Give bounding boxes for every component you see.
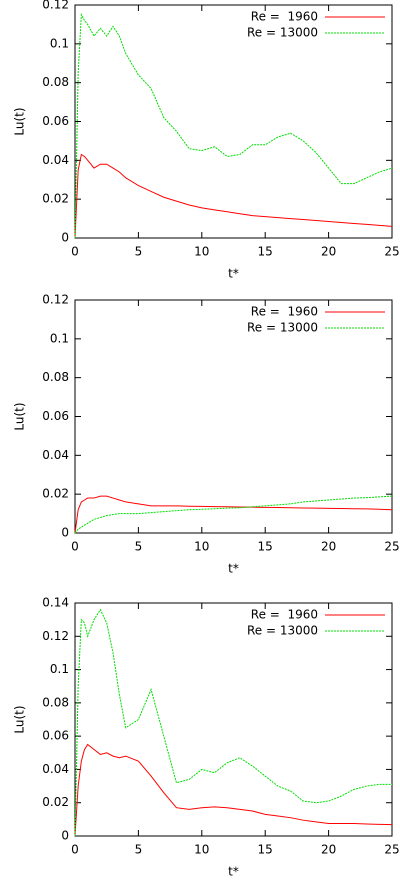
legend-label: Re = 1960 [251, 305, 318, 319]
x-axis-label: t* [228, 562, 239, 576]
y-tick-label: 0.02 [42, 192, 69, 206]
x-tick-label: 10 [194, 540, 209, 554]
y-tick-label: 0 [61, 231, 69, 245]
x-axis-label: t* [228, 865, 239, 879]
y-tick-label: 0.12 [42, 0, 69, 12]
y-tick-label: 0.02 [42, 487, 69, 501]
x-tick-label: 5 [135, 843, 143, 857]
y-axis-label: Lu(t) [13, 402, 27, 430]
x-tick-label: 0 [71, 540, 79, 554]
x-tick-label: 25 [384, 843, 399, 857]
x-tick-label: 0 [71, 843, 79, 857]
x-tick-label: 5 [135, 245, 143, 259]
legend-label: Re = 13000 [247, 624, 318, 638]
series-line [74, 153, 393, 239]
x-tick-label: 15 [258, 245, 273, 259]
y-axis-label: Lu(t) [13, 705, 27, 733]
y-tick-label: 0.04 [42, 153, 69, 167]
x-tick-label: 25 [384, 540, 399, 554]
x-tick-label: 10 [194, 843, 209, 857]
x-tick-label: 0 [71, 245, 79, 259]
y-tick-label: 0.06 [42, 114, 69, 128]
y-tick-label: 0.04 [42, 448, 69, 462]
y-tick-label: 0.06 [42, 729, 69, 743]
series-line [74, 495, 393, 534]
series-line [74, 495, 393, 534]
x-tick-label: 20 [321, 245, 336, 259]
x-tick-label: 25 [384, 245, 399, 259]
x-axis-label: t* [228, 267, 239, 281]
plot-frame [74, 299, 393, 534]
y-tick-label: 0.04 [42, 762, 69, 776]
plot-frame [74, 4, 393, 239]
legend-label: Re = 1960 [251, 608, 318, 622]
x-tick-label: 10 [194, 245, 209, 259]
y-tick-label: 0.14 [42, 596, 69, 610]
y-tick-label: 0.06 [42, 409, 69, 423]
plot-frame [74, 602, 393, 837]
y-tick-label: 0.02 [42, 795, 69, 809]
legend-label: Re = 13000 [247, 321, 318, 335]
y-tick-label: 0 [61, 526, 69, 540]
x-tick-label: 15 [258, 843, 273, 857]
y-tick-label: 0 [61, 829, 69, 843]
y-tick-label: 0.1 [50, 331, 69, 345]
x-tick-label: 5 [135, 540, 143, 554]
x-tick-label: 20 [321, 540, 336, 554]
y-tick-label: 0.1 [50, 36, 69, 50]
y-tick-label: 0.08 [42, 75, 69, 89]
x-tick-label: 15 [258, 540, 273, 554]
series-line [74, 12, 393, 239]
x-tick-label: 20 [321, 843, 336, 857]
legend-label: Re = 1960 [251, 10, 318, 24]
legend-label: Re = 13000 [247, 26, 318, 40]
series-line [74, 743, 393, 837]
y-tick-label: 0.08 [42, 370, 69, 384]
y-tick-label: 0.12 [42, 629, 69, 643]
y-tick-label: 0.08 [42, 695, 69, 709]
series-line [74, 608, 392, 837]
y-axis-label: Lu(t) [13, 107, 27, 135]
y-tick-label: 0.12 [42, 293, 69, 307]
y-tick-label: 0.1 [50, 662, 69, 676]
